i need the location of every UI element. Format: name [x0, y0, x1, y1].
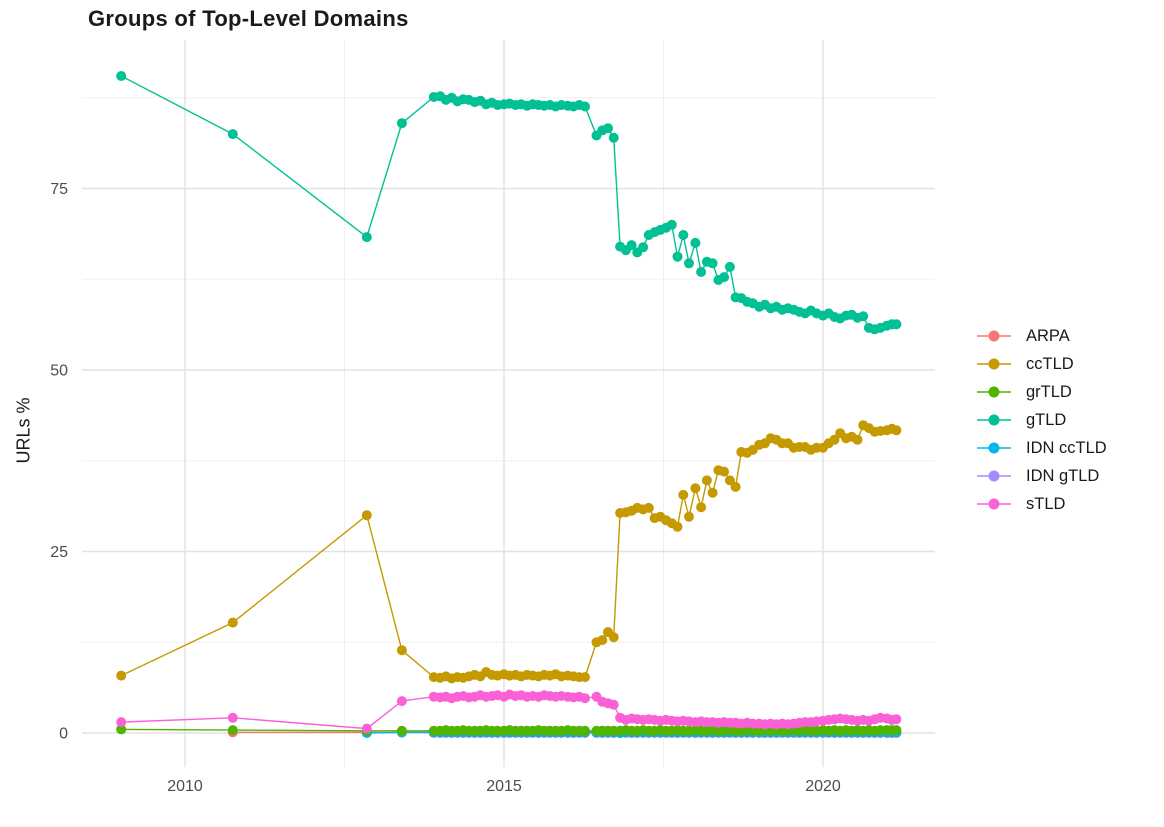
gtld-point — [666, 219, 677, 230]
legend-marker-icon — [977, 498, 1011, 510]
legend-label: IDN gTLD — [1026, 466, 1100, 485]
gtld-point — [638, 242, 649, 253]
legend-label: IDN ccTLD — [1026, 438, 1107, 457]
cctld-point — [707, 487, 718, 498]
gtld-point — [719, 272, 730, 283]
cctld-point — [672, 521, 683, 532]
gtld-point — [690, 237, 701, 248]
gtld-point — [227, 129, 238, 140]
legend-marker-icon — [977, 470, 1011, 482]
grtld-point — [116, 724, 127, 735]
cctld-point — [730, 481, 741, 492]
series-cctld — [116, 420, 902, 684]
legend-marker-icon — [977, 386, 1011, 398]
stld-point — [608, 699, 619, 710]
cctld-point — [361, 510, 372, 521]
y-tick-label: 50 — [50, 363, 68, 380]
legend-item-grtld: grTLD — [976, 378, 1107, 406]
cctld-point — [608, 632, 619, 643]
legend-marker-icon — [977, 442, 1011, 454]
gtld-point — [858, 311, 869, 322]
gtld-point — [361, 232, 372, 243]
legend-label: ARPA — [1026, 326, 1070, 345]
legend-marker-icon — [977, 358, 1011, 370]
stld-point — [361, 723, 372, 734]
stld-point — [227, 712, 238, 723]
gtld-point — [891, 319, 902, 330]
gtld-point — [696, 267, 707, 277]
grtld-point — [396, 725, 407, 736]
gtld-point — [678, 230, 689, 240]
cctld-point — [724, 475, 735, 486]
cctld-point — [829, 434, 840, 445]
cctld-point — [396, 645, 407, 656]
y-tick-label: 75 — [50, 181, 68, 198]
cctld-point — [891, 425, 902, 436]
grtld-point — [227, 725, 238, 736]
stld-point — [891, 714, 902, 725]
x-tick-label: 2010 — [167, 778, 203, 795]
cctld-point — [678, 489, 689, 500]
cctld-point — [719, 466, 730, 477]
legend-item-gtld: gTLD — [976, 406, 1107, 434]
chart-title: Groups of Top-Level Domains — [88, 6, 409, 31]
legend-item-stld: sTLD — [976, 490, 1107, 518]
cctld-point — [852, 434, 863, 445]
gtld-point — [684, 258, 694, 269]
cctld-point — [597, 635, 608, 646]
series-stld — [116, 689, 902, 734]
x-tick-label: 2015 — [486, 778, 522, 795]
legend-item-idn-cctld: IDN ccTLD — [976, 434, 1107, 462]
legend-item-idn-gtld: IDN gTLD — [976, 462, 1107, 490]
cctld-point — [116, 670, 127, 681]
legend: ARPA ccTLD grTLD gTLD IDN ccTLD IDN gTLD sTLD — [976, 322, 1107, 518]
cctld-point — [684, 511, 694, 522]
legend-label: grTLD — [1026, 382, 1072, 401]
y-tick-label: 0 — [59, 726, 68, 743]
gtld-point — [580, 101, 590, 112]
gtld-line — [120, 75, 897, 331]
legend-label: sTLD — [1026, 494, 1066, 513]
cctld-point — [696, 502, 707, 513]
legend-marker-icon — [977, 414, 1011, 426]
axis-tick-labels: 2010 2015 2020 0 25 50 75 — [50, 181, 841, 795]
cctld-point — [227, 617, 238, 628]
legend-label: gTLD — [1026, 410, 1067, 429]
gtld-point — [724, 261, 735, 272]
legend-label: ccTLD — [1026, 354, 1074, 373]
stld-point — [396, 696, 407, 707]
legend-item-arpa: ARPA — [976, 322, 1107, 350]
grid-minor — [82, 40, 935, 767]
gtld-point — [396, 118, 407, 129]
series-gtld — [116, 71, 902, 335]
grtld-point — [891, 725, 902, 736]
cctld-point — [690, 483, 701, 494]
cctld-point — [580, 672, 590, 683]
gtld-point — [672, 251, 683, 262]
gtld-point — [603, 123, 613, 134]
gtld-point — [608, 132, 619, 143]
cctld-point — [701, 475, 712, 486]
legend-marker-icon — [977, 330, 1011, 342]
grtld-point — [580, 725, 590, 736]
y-tick-label: 25 — [50, 544, 68, 561]
legend-item-cctld: ccTLD — [976, 350, 1107, 378]
x-tick-label: 2020 — [805, 778, 841, 795]
gtld-point — [707, 258, 718, 269]
stld-point — [116, 717, 127, 728]
gtld-point — [626, 240, 637, 251]
gtld-point — [116, 71, 127, 81]
stld-point — [580, 693, 590, 704]
cctld-point — [643, 502, 654, 513]
grid-major — [82, 40, 935, 767]
